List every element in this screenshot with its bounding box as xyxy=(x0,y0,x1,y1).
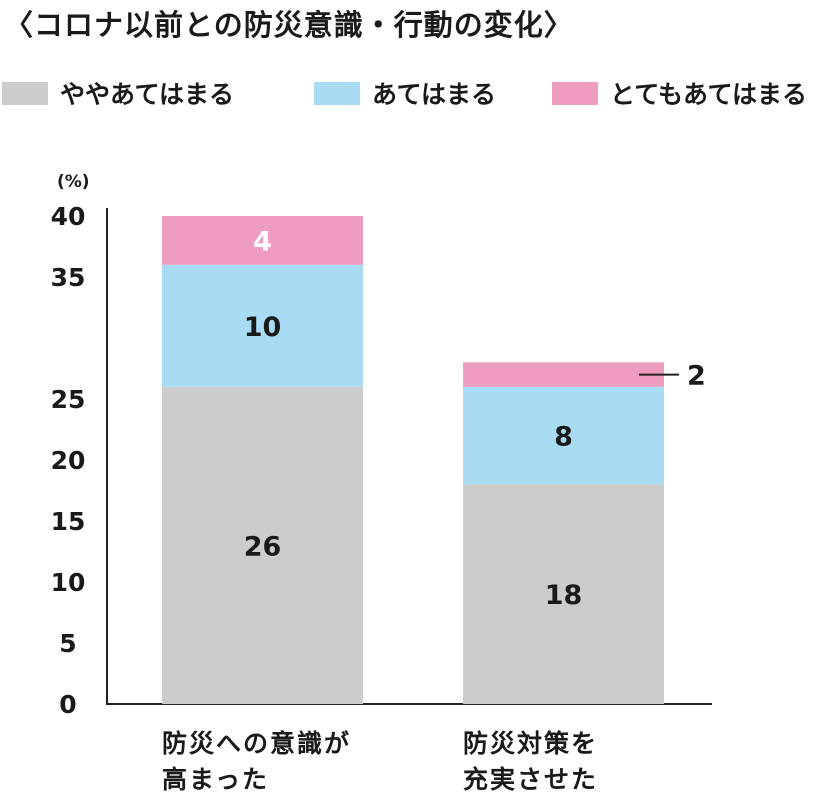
category-label-0-1: 高まった xyxy=(162,765,269,794)
data-label-1-0: 18 xyxy=(545,580,583,611)
data-label-1-2: 2 xyxy=(687,361,706,392)
bar-segment-0-1 xyxy=(162,264,363,387)
y-tick-label-10: 10 xyxy=(51,568,86,597)
chart-title: 〈コロナ以前との防災意識・行動の変化〉 xyxy=(4,8,574,42)
legend-item-applies: あてはまる xyxy=(314,78,497,109)
category-label-0-0: 防災への意識が xyxy=(162,729,351,758)
legend: ややあてはまる あてはまる とてもあてはまる xyxy=(0,78,840,109)
bar-segment-1-2 xyxy=(463,362,664,387)
y-tick-label-35: 35 xyxy=(51,263,86,292)
bar-segment-1-1 xyxy=(463,386,664,485)
bar-segment-1-0 xyxy=(463,484,664,704)
legend-swatch-strongly-applies xyxy=(552,81,598,105)
legend-label-applies: あてはまる xyxy=(372,80,497,109)
y-axis-unit: (%) xyxy=(57,172,90,192)
data-label-0-2: 4 xyxy=(253,226,272,257)
bar-segment-0-2 xyxy=(162,216,363,265)
legend-swatch-applies xyxy=(314,81,360,105)
legend-swatch-slightly-applies xyxy=(2,81,48,105)
bar-segment-0-0 xyxy=(162,386,363,704)
y-tick-label-15: 15 xyxy=(51,507,86,536)
legend-label-strongly-applies: とてもあてはまる xyxy=(610,80,808,109)
legend-item-slightly-applies: ややあてはまる xyxy=(2,78,235,109)
category-label-1-1: 充実させた xyxy=(463,765,598,794)
y-tick-label-25: 25 xyxy=(51,385,86,414)
category-label-1-0: 防災対策を xyxy=(463,729,598,758)
data-label-0-0: 26 xyxy=(244,531,282,562)
y-tick-label-40: 40 xyxy=(51,202,86,231)
legend-item-strongly-applies: とてもあてはまる xyxy=(552,78,808,109)
data-label-0-1: 10 xyxy=(244,312,282,343)
y-tick-label-5: 5 xyxy=(59,629,76,658)
data-label-1-1: 8 xyxy=(554,422,573,453)
y-tick-label-0: 0 xyxy=(59,690,76,719)
legend-label-slightly-applies: ややあてはまる xyxy=(60,80,235,109)
y-tick-label-20: 20 xyxy=(51,446,86,475)
